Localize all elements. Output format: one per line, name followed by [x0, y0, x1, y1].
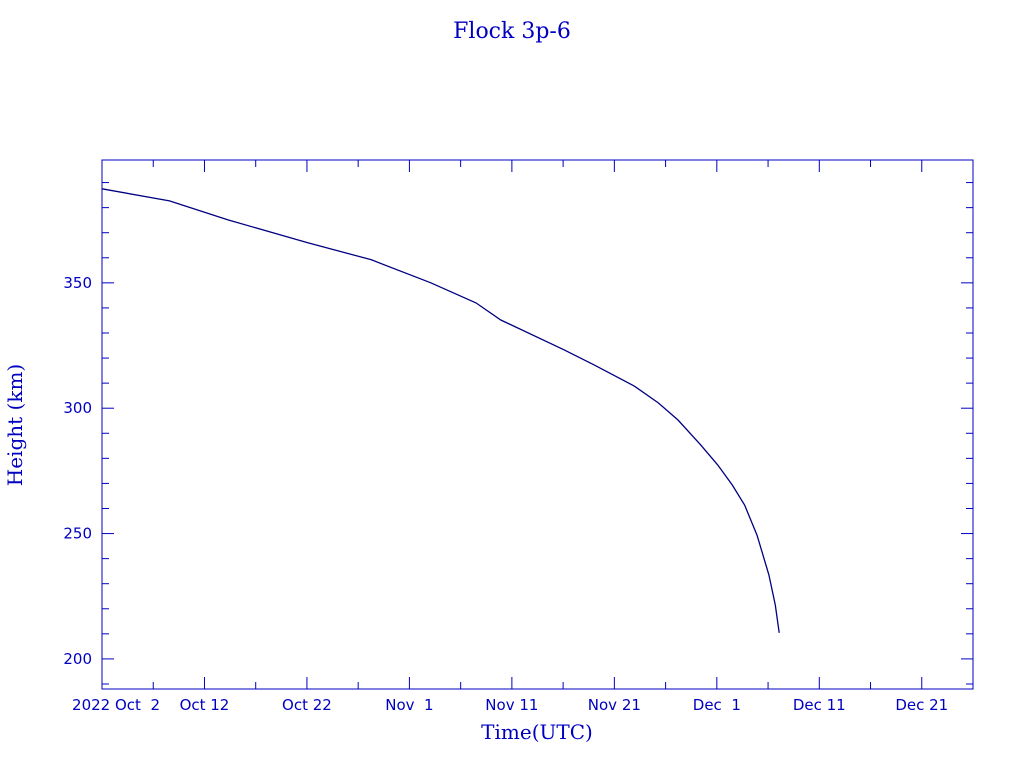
x-tick-label: Oct 22 — [282, 696, 332, 714]
plot-frame — [101, 159, 974, 690]
height-series-line — [101, 188, 780, 633]
x-tick-label: Dec 1 — [693, 696, 741, 714]
y-tick-label: 300 — [63, 399, 92, 417]
y-tick-label: 350 — [63, 274, 92, 292]
y-tick-label: 250 — [63, 525, 92, 543]
y-axis-label: Height (km) — [3, 364, 27, 486]
y-tick-label: 200 — [63, 650, 92, 668]
x-tick-label: Nov 1 — [385, 696, 433, 714]
x-tick-label: Nov 11 — [485, 696, 538, 714]
x-tick-label: Nov 21 — [588, 696, 641, 714]
x-tick-label: Dec 21 — [895, 696, 948, 714]
x-tick-label: Oct 12 — [180, 696, 230, 714]
x-axis-label: Time(UTC) — [481, 720, 593, 744]
chart-title: Flock 3p-6 — [453, 19, 571, 44]
x-tick-label: Dec 11 — [793, 696, 846, 714]
x-tick-label: 2022 Oct 2 — [72, 696, 160, 714]
